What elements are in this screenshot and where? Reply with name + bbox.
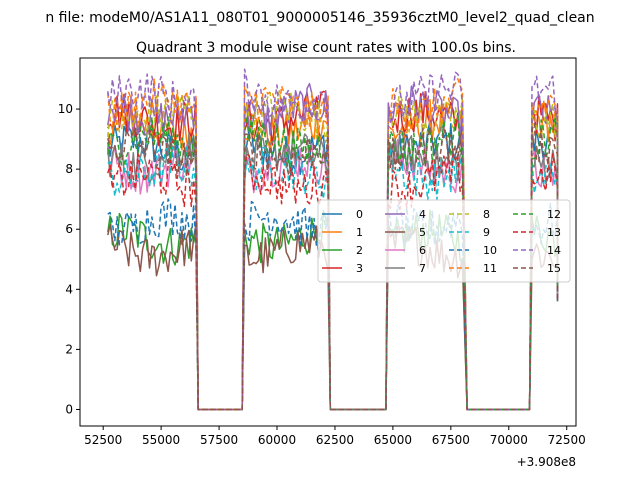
legend-label-9: 9 — [483, 226, 490, 239]
y-tick-label: 4 — [65, 282, 73, 296]
legend-label-6: 6 — [419, 244, 426, 257]
y-tick-label: 8 — [65, 162, 73, 176]
legend-label-10: 10 — [483, 244, 497, 257]
y-tick-label: 6 — [65, 222, 73, 236]
plot-series-layer — [107, 68, 559, 411]
y-axis-ticks: 0 2 4 6 8 10 — [58, 102, 80, 416]
x-tick-label: 65000 — [374, 433, 412, 447]
legend-label-14: 14 — [547, 244, 561, 257]
legend-label-1: 1 — [356, 226, 363, 239]
y-tick-label: 2 — [65, 342, 73, 356]
y-tick-label: 10 — [58, 102, 73, 116]
legend-label-0: 0 — [356, 208, 363, 221]
legend-label-12: 12 — [547, 208, 561, 221]
legend-label-5: 5 — [419, 226, 426, 239]
x-tick-label: 57500 — [200, 433, 238, 447]
legend-label-15: 15 — [547, 262, 561, 275]
plot-frame — [79, 57, 577, 427]
series-line-12 — [107, 115, 559, 411]
series-line-14 — [107, 68, 559, 411]
legend-label-7: 7 — [419, 262, 426, 275]
legend-label-4: 4 — [419, 208, 426, 221]
series-line-8 — [107, 90, 559, 411]
y-tick-label: 0 — [65, 402, 73, 416]
series-line-4 — [107, 82, 559, 411]
x-axis-ticks: 52500 55000 57500 60000 62500 65000 67500 70000… — [84, 426, 586, 447]
legend-label-8: 8 — [483, 208, 490, 221]
x-tick-label: 70000 — [490, 433, 528, 447]
legend-box — [317, 199, 571, 283]
legend-label-11: 11 — [483, 262, 497, 275]
series-line-15 — [107, 122, 559, 411]
x-tick-label: 60000 — [258, 433, 296, 447]
chart-title: Quadrant 3 module wise count rates with … — [136, 40, 516, 56]
legend-label-3: 3 — [356, 262, 363, 275]
x-tick-label: 55000 — [142, 433, 180, 447]
series-line-9 — [107, 146, 559, 411]
x-tick-label: 67500 — [432, 433, 470, 447]
x-tick-label: 52500 — [84, 433, 122, 447]
legend-label-13: 13 — [547, 226, 561, 239]
legend-label-2: 2 — [356, 244, 363, 257]
x-axis-offset-label: +3.908e8 — [517, 455, 576, 469]
figure-suptitle: n file: modeM0/AS1A11_080T01_9000005146_… — [45, 10, 594, 26]
x-tick-label: 72500 — [548, 433, 586, 447]
x-tick-label: 62500 — [316, 433, 354, 447]
